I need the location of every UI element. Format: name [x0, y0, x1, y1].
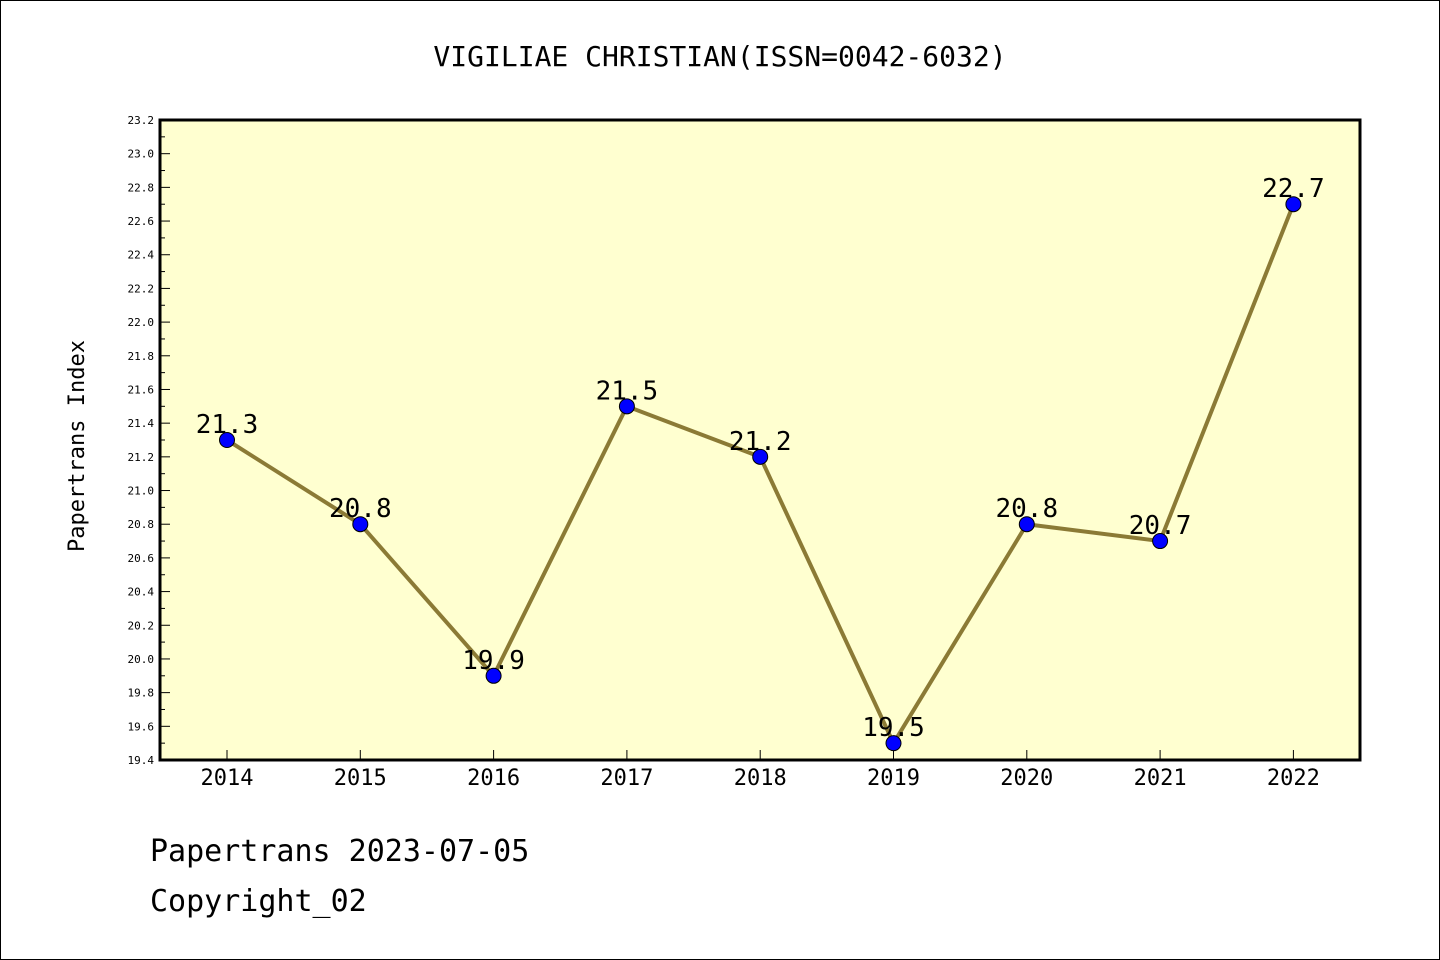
y-axis: 19.4 19.6 19.8 20.0 20.2 20.4 20.6 20.8 21.0 21.2… — [128, 114, 170, 767]
y-tick-label: 20.0 — [128, 653, 155, 666]
y-axis-label: Papertrans Index — [65, 340, 90, 552]
x-tick-label: 2020 — [1000, 766, 1053, 791]
data-label: 21.3 — [196, 410, 259, 440]
data-point — [752, 448, 769, 465]
data-label: 20.7 — [1129, 511, 1192, 541]
data-point — [1285, 196, 1302, 213]
y-tick-label: 21.2 — [128, 451, 155, 464]
x-tick-label: 2018 — [734, 766, 787, 791]
x-tick-label: 2017 — [600, 766, 653, 791]
y-tick-label: 19.6 — [128, 720, 155, 733]
footer-copyright: Copyright_02 — [150, 884, 367, 919]
data-point — [618, 398, 635, 415]
y-tick-label: 19.8 — [128, 687, 155, 700]
x-axis: 2014 2015 2016 2017 2018 2019 2020 2021 2022 — [201, 750, 1320, 791]
data-point — [885, 735, 902, 752]
y-tick-label: 20.8 — [128, 518, 155, 531]
chart-title: VIGILIAE CHRISTIAN(ISSN=0042-6032) — [433, 40, 1006, 73]
data-label: 20.8 — [329, 494, 392, 524]
y-tick-label: 22.0 — [128, 316, 155, 329]
y-tick-label: 22.4 — [128, 249, 155, 262]
data-point — [485, 667, 502, 684]
y-tick-label: 21.4 — [128, 417, 155, 430]
y-tick-label: 20.4 — [128, 586, 155, 599]
y-tick-label: 20.2 — [128, 619, 155, 632]
data-point — [1152, 533, 1169, 550]
data-point — [1018, 516, 1035, 533]
data-label: 21.2 — [729, 427, 792, 457]
data-point — [219, 432, 235, 448]
y-tick-label: 22.2 — [128, 282, 155, 295]
data-label: 19.5 — [862, 713, 925, 743]
x-tick-label: 2015 — [334, 766, 387, 791]
x-tick-label: 2022 — [1267, 766, 1320, 791]
plot-area — [158, 118, 1362, 762]
footer-source: Papertrans 2023-07-05 — [150, 834, 530, 869]
y-tick-label: 19.4 — [128, 754, 155, 767]
data-label: 21.5 — [596, 376, 659, 406]
x-tick-label: 2016 — [467, 766, 520, 791]
data-point — [352, 516, 369, 533]
y-tick-label: 21.6 — [128, 383, 155, 396]
y-tick-label: 22.8 — [128, 181, 155, 194]
y-tick-label: 20.6 — [128, 552, 155, 565]
data-points — [219, 196, 1302, 752]
data-label: 20.8 — [995, 494, 1058, 524]
x-tick-label: 2021 — [1134, 766, 1187, 791]
data-label: 22.7 — [1262, 174, 1325, 204]
data-labels: 21.3 20.8 19.9 21.5 21.2 19.5 20.8 20.7 22.7 — [196, 174, 1325, 743]
y-tick-label: 23.0 — [128, 148, 155, 161]
y-tick-label: 23.2 — [128, 114, 155, 127]
x-tick-label: 2014 — [201, 766, 254, 791]
y-tick-label: 22.6 — [128, 215, 155, 228]
data-label: 19.9 — [462, 646, 525, 676]
x-tick-label: 2019 — [867, 766, 920, 791]
y-tick-label: 21.0 — [128, 485, 155, 498]
y-tick-label: 21.8 — [128, 350, 155, 363]
